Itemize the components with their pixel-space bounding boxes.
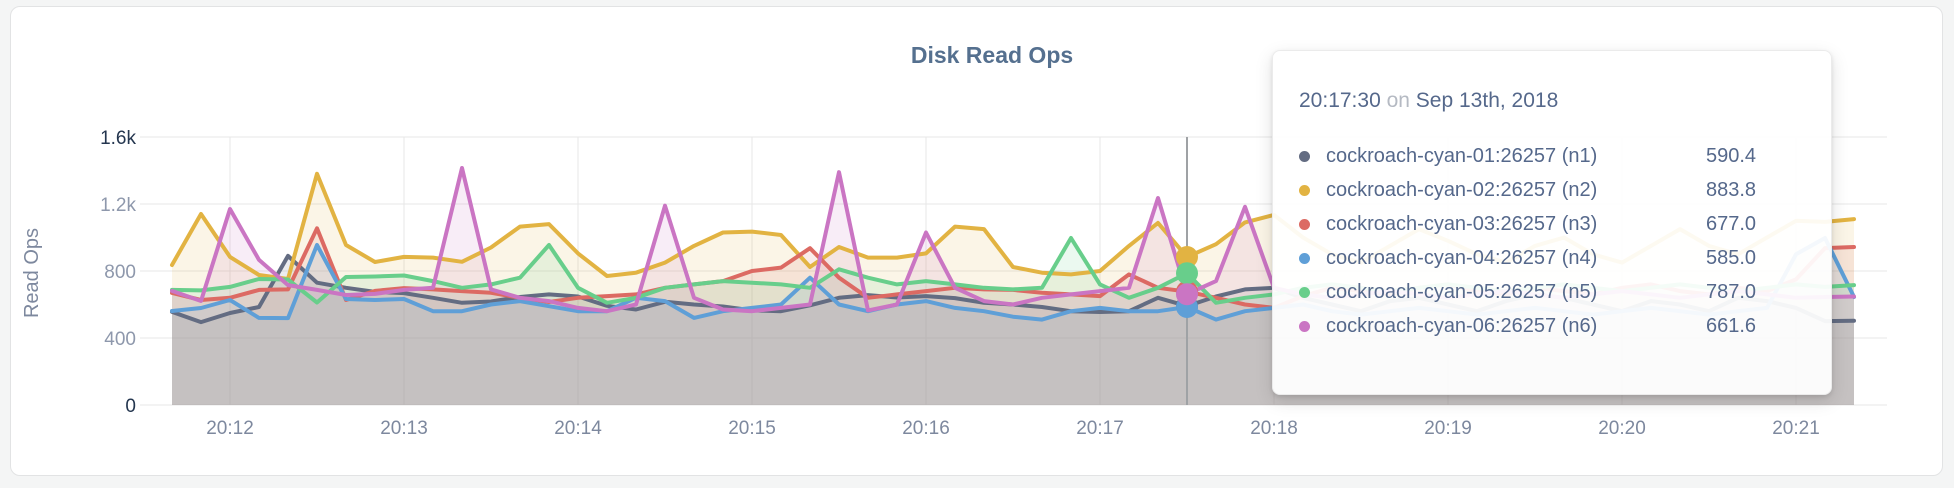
series-label: cockroach-cyan-01:26257 (n1)	[1326, 144, 1598, 167]
y-tick-label: 400	[104, 329, 136, 350]
chart-title: Disk Read Ops	[910, 42, 1074, 68]
tooltip-header: 20:17:30 on Sep 13th, 2018	[1299, 87, 1805, 115]
series-value: 590.4	[1706, 144, 1757, 167]
hover-dot-n5[interactable]	[1176, 262, 1198, 285]
y-tick-label: 0	[125, 396, 136, 417]
series-value: 677.0	[1706, 212, 1757, 235]
tooltip-series-row: cockroach-cyan-03:26257 (n3) 677.0	[1299, 207, 1805, 241]
x-tick-label: 20:18	[1250, 418, 1298, 439]
x-tick-label: 20:21	[1772, 418, 1820, 439]
tooltip-on-word: on	[1386, 89, 1410, 112]
series-value: 787.0	[1706, 280, 1757, 303]
tooltip-rows: cockroach-cyan-01:26257 (n1) 590.4 cockroa…	[1299, 139, 1805, 343]
x-tick-label: 20:17	[1076, 418, 1124, 439]
tooltip-series-row: cockroach-cyan-01:26257 (n1) 590.4	[1299, 139, 1805, 173]
x-tick-label: 20:16	[902, 418, 950, 439]
series-label: cockroach-cyan-05:26257 (n5)	[1326, 280, 1598, 303]
series-color-dot	[1299, 218, 1310, 230]
y-tick-label: 1.2k	[100, 195, 136, 216]
series-label: cockroach-cyan-02:26257 (n2)	[1326, 178, 1598, 201]
series-value: 883.8	[1706, 178, 1757, 201]
hover-dot-n6[interactable]	[1176, 283, 1198, 306]
hover-dot-n2[interactable]	[1176, 246, 1198, 268]
tooltip-series-row: cockroach-cyan-04:26257 (n4) 585.0	[1299, 241, 1805, 275]
tooltip-series-row: cockroach-cyan-02:26257 (n2) 883.8	[1299, 173, 1805, 207]
series-value: 585.0	[1706, 246, 1757, 269]
chart-tooltip: 20:17:30 on Sep 13th, 2018 cockroach-cya…	[1272, 50, 1832, 395]
y-tick-label: 1.6k	[100, 128, 136, 149]
x-tick-label: 20:20	[1598, 418, 1646, 439]
y-axis-label: Read Ops	[21, 228, 43, 318]
tooltip-date: Sep 13th, 2018	[1415, 89, 1559, 112]
tooltip-series-row: cockroach-cyan-05:26257 (n5) 787.0	[1299, 275, 1805, 309]
x-tick-label: 20:19	[1424, 418, 1472, 439]
series-color-dot	[1299, 252, 1310, 264]
series-color-dot	[1299, 286, 1310, 298]
series-label: cockroach-cyan-03:26257 (n3)	[1326, 212, 1598, 235]
x-tick-label: 20:15	[728, 418, 776, 439]
x-tick-label: 20:12	[206, 418, 254, 439]
y-tick-label: 800	[104, 262, 136, 283]
series-value: 661.6	[1706, 314, 1757, 337]
series-label: cockroach-cyan-04:26257 (n4)	[1326, 246, 1598, 269]
tooltip-series-row: cockroach-cyan-06:26257 (n6) 661.6	[1299, 309, 1805, 343]
x-tick-label: 20:14	[554, 418, 602, 439]
series-color-dot	[1299, 150, 1310, 162]
series-color-dot	[1299, 184, 1310, 196]
tooltip-time: 20:17:30	[1299, 89, 1381, 112]
series-label: cockroach-cyan-06:26257 (n6)	[1326, 314, 1598, 337]
series-color-dot	[1299, 320, 1310, 332]
x-tick-label: 20:13	[380, 418, 428, 439]
